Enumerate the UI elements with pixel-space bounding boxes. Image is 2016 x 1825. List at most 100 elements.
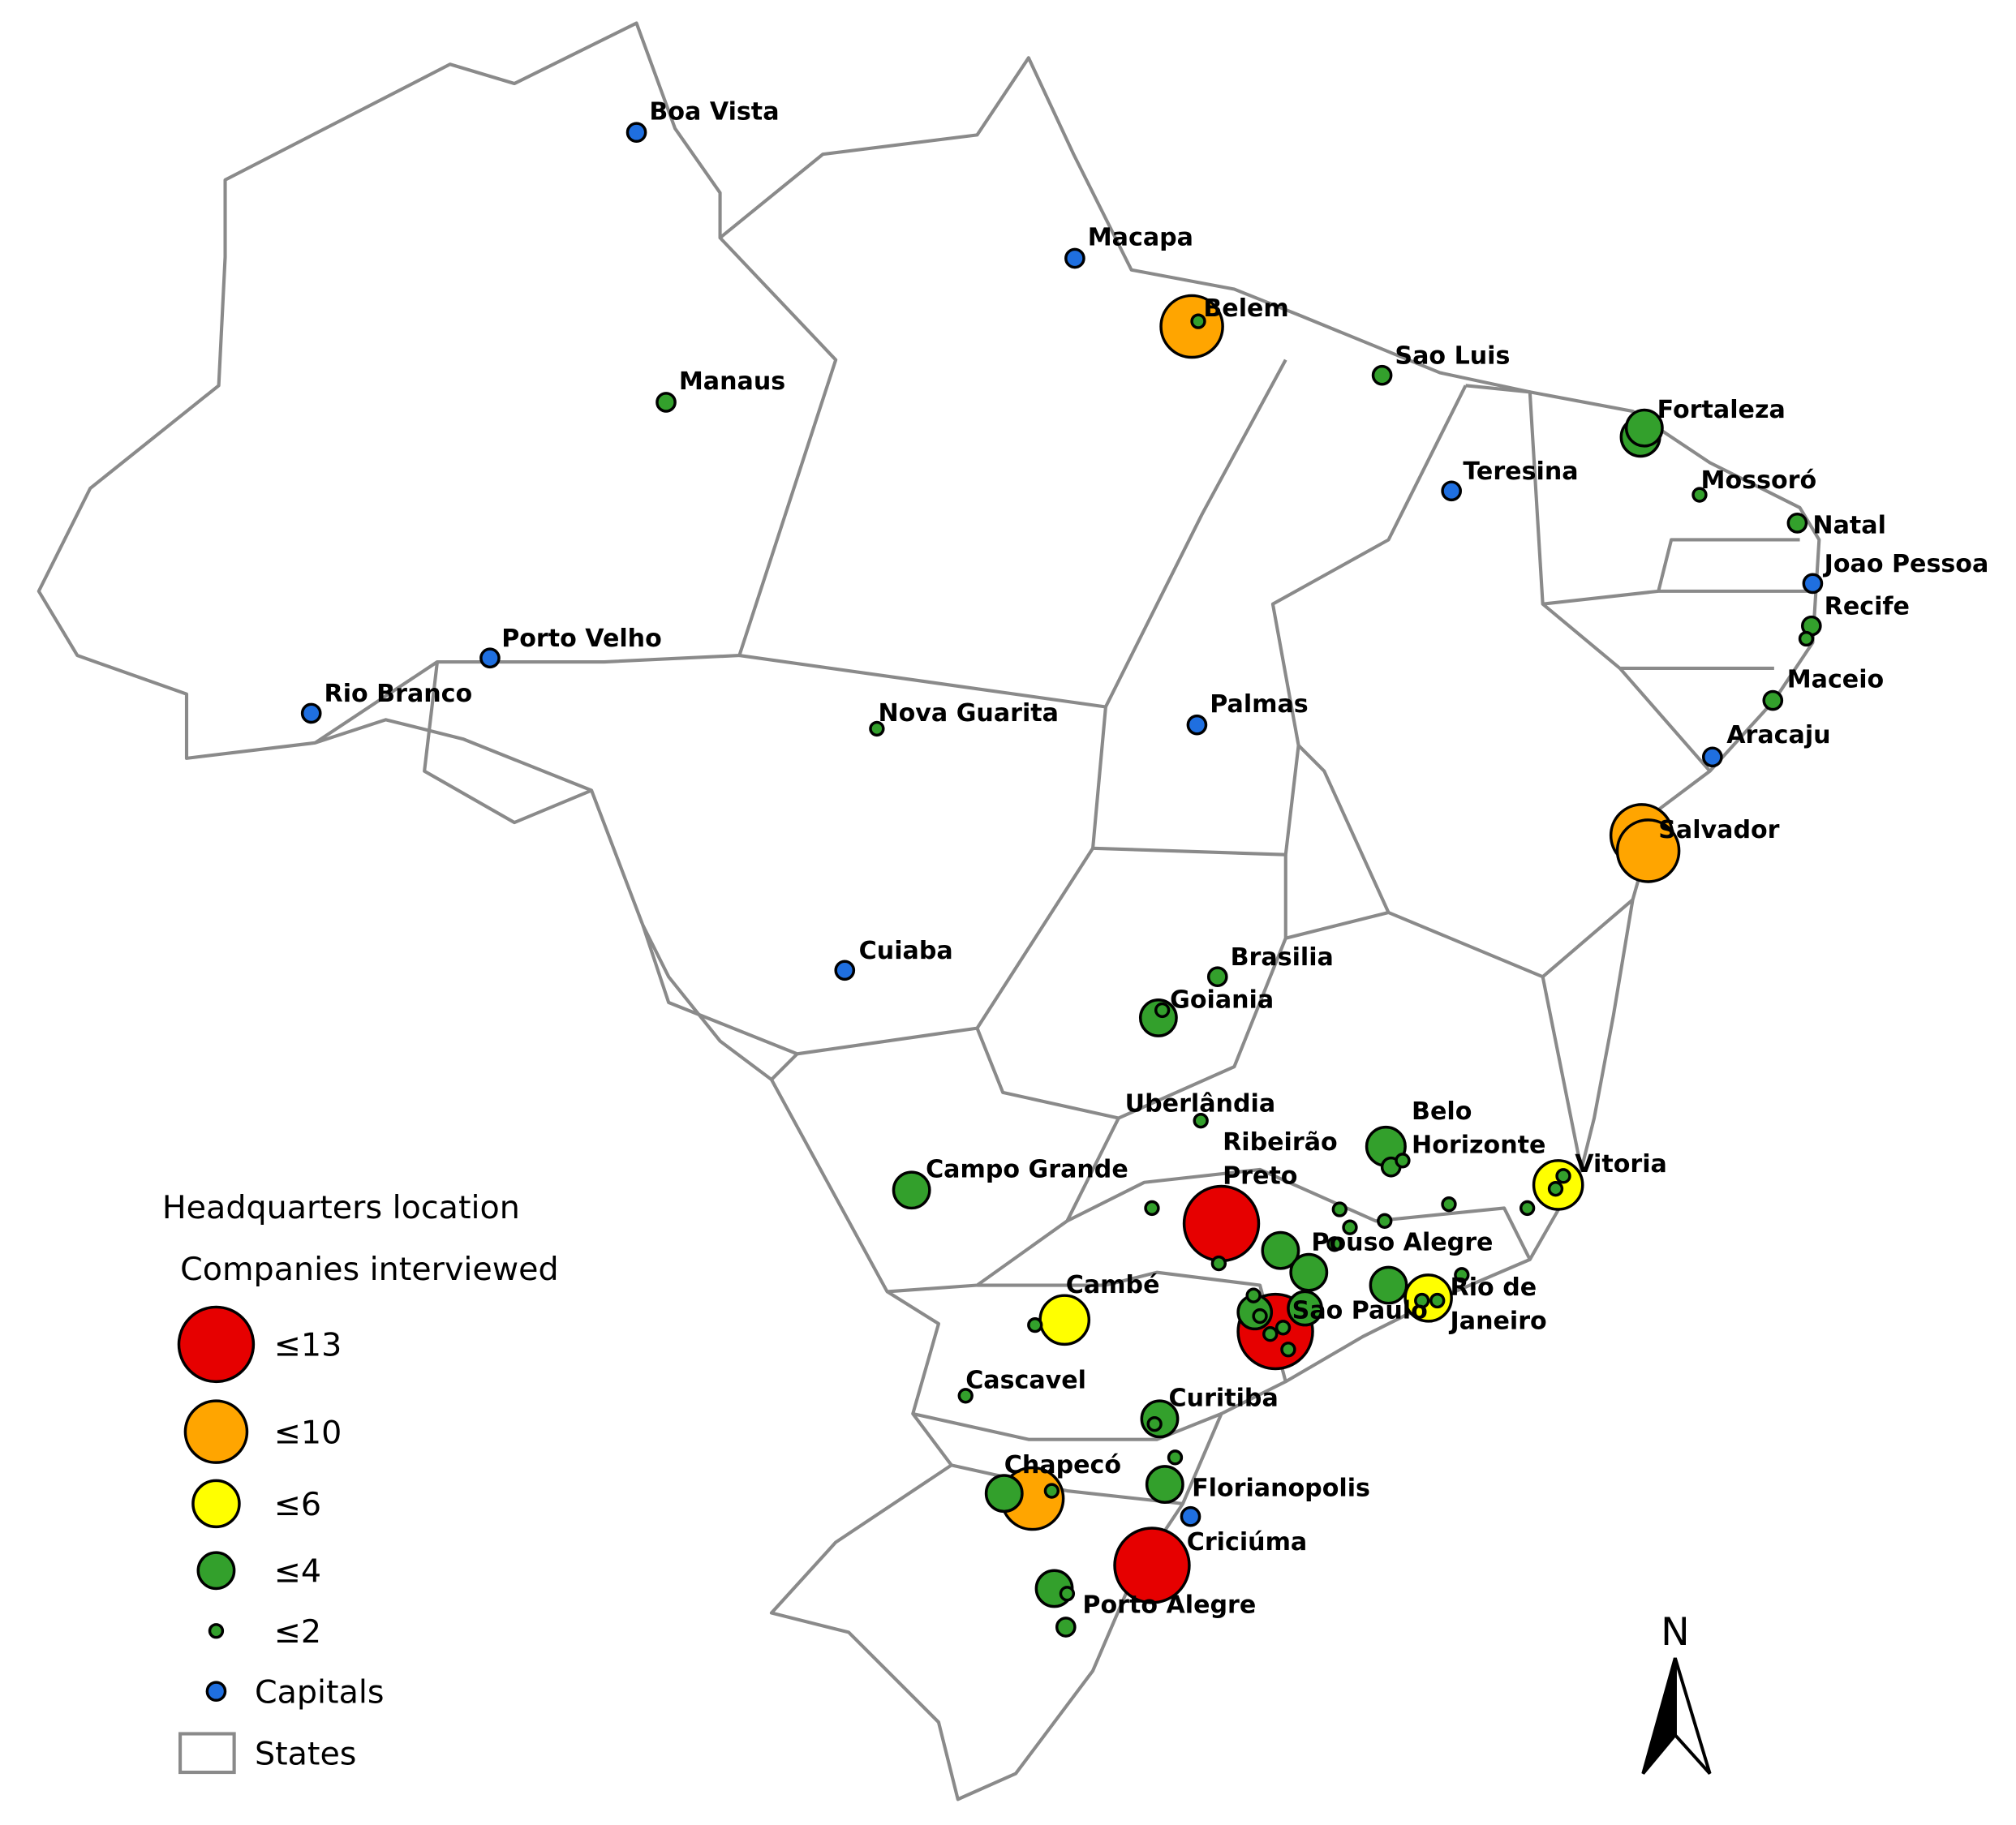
state-border: [770, 854, 1287, 1120]
capital-marker: [834, 960, 856, 981]
north-arrow-right: [1673, 1657, 1712, 1775]
city-label: Cambé: [1066, 1271, 1160, 1299]
company-marker: [1210, 1255, 1227, 1272]
legend-label: ≤2: [274, 1613, 321, 1651]
city-label-line: Mossoró: [1701, 466, 1817, 495]
north-arrow-left: [1641, 1657, 1677, 1775]
city-label: Salvador: [1658, 816, 1779, 844]
capital-marker: [1064, 247, 1085, 269]
city-label-line: Natal: [1812, 512, 1886, 540]
company-marker: [1287, 1290, 1323, 1327]
company-marker: [1159, 294, 1224, 359]
company-marker: [1371, 364, 1393, 386]
city-label: Belem: [1203, 294, 1288, 323]
company-marker: [656, 392, 677, 413]
company-marker: [1454, 1267, 1470, 1283]
company-marker: [1154, 1002, 1171, 1019]
company-marker: [1261, 1230, 1300, 1270]
company-marker: [1377, 1213, 1393, 1229]
city-label-line: Florianopolis: [1192, 1474, 1370, 1502]
city-label-line: Curitiba: [1169, 1384, 1279, 1412]
city-label: Criciúma: [1187, 1528, 1308, 1557]
city-label-line: Sao Paulo: [1292, 1297, 1428, 1325]
state-border: [1285, 744, 1634, 1170]
company-marker: [1326, 1236, 1343, 1252]
city-label-line: Sao Luis: [1395, 341, 1510, 370]
company-marker: [892, 1170, 931, 1210]
capital-marker: [1701, 746, 1723, 768]
company-marker: [1547, 1181, 1564, 1197]
city-label-line: Cascavel: [965, 1366, 1086, 1394]
company-marker: [1055, 1617, 1077, 1638]
city-label-line: Brasilia: [1231, 943, 1334, 972]
city-label: Brasilia: [1231, 943, 1334, 972]
city-label-line: Horizonte: [1412, 1131, 1545, 1159]
legend-label: ≤6: [274, 1486, 321, 1523]
city-label: Goiania: [1170, 986, 1274, 1014]
company-marker: [1182, 1184, 1261, 1263]
company-marker: [1206, 966, 1228, 988]
city-label: Mossoró: [1701, 466, 1817, 495]
city-label-line: Nova Guarita: [878, 699, 1059, 728]
city-label-line: Cambé: [1066, 1271, 1160, 1299]
city-label: Fortaleza: [1657, 396, 1786, 424]
state-border: [887, 1117, 1120, 1294]
north-label: N: [1661, 1610, 1690, 1655]
city-label: Teresina: [1463, 457, 1578, 486]
city-label-line: Manaus: [679, 367, 785, 396]
state-border: [739, 359, 1287, 709]
company-marker: [957, 1388, 974, 1404]
city-label: Porto Velho: [501, 625, 662, 653]
company-marker: [1145, 1465, 1184, 1505]
city-label: Uberlândia: [1125, 1090, 1275, 1119]
city-label: Pouso Alegre: [1311, 1229, 1493, 1257]
state-border: [1465, 384, 1813, 773]
city-label: Recife: [1825, 592, 1910, 620]
legend: Headquarters location Companies intervie…: [162, 1189, 559, 1775]
legend-swatch: [183, 1399, 249, 1464]
city-label: Vitoria: [1575, 1150, 1667, 1179]
company-marker: [1786, 513, 1808, 534]
legend-label: ≤4: [274, 1553, 321, 1591]
company-marker: [1798, 630, 1815, 647]
city-label: Macapa: [1088, 224, 1193, 252]
capital-marker: [1180, 1505, 1201, 1527]
country-outline: [37, 21, 1821, 1801]
city-label: Sao Paulo: [1292, 1297, 1428, 1325]
company-marker: [1252, 1308, 1268, 1325]
company-marker: [1429, 1292, 1446, 1309]
city-label-line: Belo: [1412, 1097, 1472, 1126]
markers: [300, 122, 1824, 1638]
company-marker: [1414, 1292, 1430, 1309]
city-label-line: Porto Velho: [501, 625, 662, 653]
city-label-line: Campo Grande: [926, 1155, 1128, 1183]
city-label: Boa Vista: [649, 97, 779, 126]
company-marker: [1113, 1527, 1191, 1604]
north-arrow: N: [1641, 1610, 1712, 1775]
city-label: Chapecó: [1004, 1451, 1121, 1479]
city-label: Natal: [1812, 512, 1886, 540]
legend-label: ≤10: [274, 1414, 342, 1451]
capital-marker: [1802, 573, 1824, 595]
company-marker: [1038, 1294, 1091, 1346]
city-label-line: Rio de: [1451, 1273, 1537, 1302]
company-marker: [1043, 1483, 1060, 1499]
city-label-line: Pouso Alegre: [1311, 1229, 1493, 1257]
company-marker: [1027, 1316, 1043, 1333]
legend-subtitle: Companies interviewed: [180, 1251, 559, 1288]
city-label-line: Cuiaba: [859, 937, 953, 965]
city-label-line: Maceio: [1787, 666, 1885, 694]
legend-swatch: [191, 1479, 241, 1529]
company-marker: [1615, 818, 1681, 883]
city-label: Rio de Janeiro: [1449, 1273, 1547, 1335]
city-label-line: Preto: [1223, 1162, 1297, 1190]
state-border: [314, 236, 838, 745]
city-label: Florianopolis: [1192, 1474, 1370, 1502]
legend-label: States: [255, 1736, 356, 1773]
city-label: Aracaju: [1726, 721, 1830, 749]
legend-swatch: [177, 1305, 256, 1384]
company-marker: [1331, 1201, 1348, 1217]
company-marker: [1280, 1342, 1296, 1358]
city-label: Cuiaba: [859, 937, 953, 965]
capital-marker: [1441, 480, 1462, 502]
